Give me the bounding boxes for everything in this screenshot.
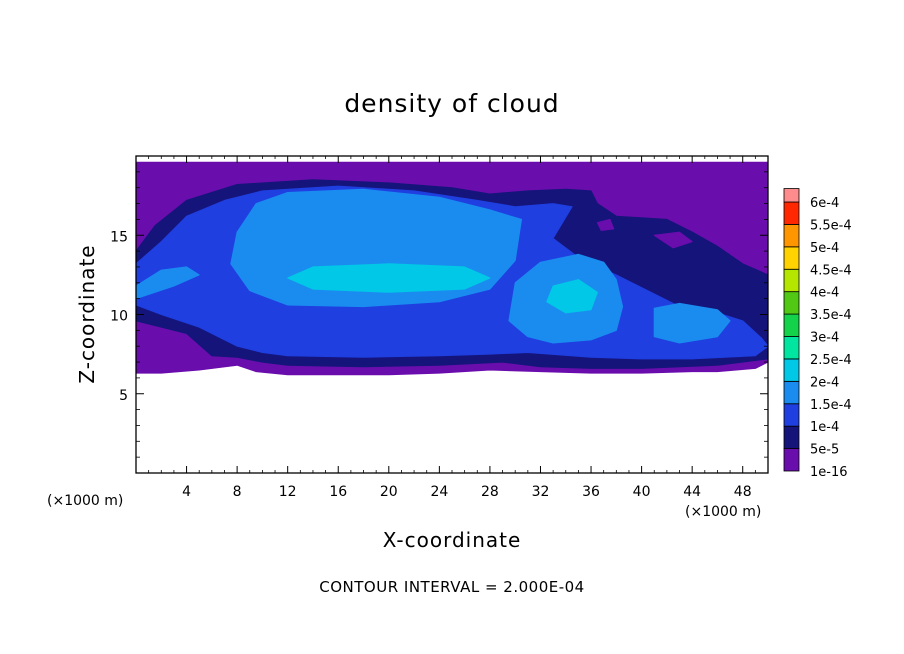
density-field bbox=[136, 161, 768, 376]
colorbar-label: 1.5e-4 bbox=[810, 398, 852, 413]
x-tick-label: 36 bbox=[582, 484, 600, 500]
colorbar-label: 1e-4 bbox=[810, 420, 839, 435]
x-tick-label: 28 bbox=[481, 484, 499, 500]
y-axis-label: Z-coordinate bbox=[75, 244, 99, 383]
colorbar-swatch bbox=[783, 336, 800, 360]
x-axis-label: X-coordinate bbox=[383, 528, 522, 552]
density-region-10 bbox=[596, 218, 615, 231]
colorbar: 1e-16 5e-5 1e-4 1.5e-4 2e-4 2.5e-4 3e-4 3.5e-4 4… bbox=[783, 188, 852, 480]
colorbar-label: 3e-4 bbox=[810, 331, 839, 346]
chart-title: density of cloud bbox=[344, 89, 559, 118]
x-tick-label: 24 bbox=[430, 484, 448, 500]
colorbar-label: 6e-4 bbox=[810, 196, 839, 211]
y-axis: 5 10 15 bbox=[110, 171, 768, 458]
colorbar-swatch bbox=[783, 201, 800, 225]
colorbar-swatch bbox=[783, 403, 800, 427]
colorbar-swatch bbox=[783, 448, 800, 472]
colorbar-label: 3.5e-4 bbox=[810, 308, 852, 323]
colorbar-label: 2.5e-4 bbox=[810, 353, 852, 368]
colorbar-label: 5e-4 bbox=[810, 241, 839, 256]
x-tick-label: 16 bbox=[329, 484, 347, 500]
x-tick-label: 4 bbox=[182, 484, 191, 500]
x-tick-label: 12 bbox=[279, 484, 297, 500]
y-tick-label: 5 bbox=[119, 388, 128, 404]
density-region-8 bbox=[546, 279, 598, 314]
contour-interval-note: CONTOUR INTERVAL = 2.000E-04 bbox=[319, 578, 584, 596]
density-region-6 bbox=[653, 302, 731, 344]
density-region-5 bbox=[136, 266, 200, 300]
colorbar-swatch bbox=[783, 358, 800, 382]
colorbar-swatch-top bbox=[783, 188, 800, 203]
y-tick-label: 10 bbox=[110, 309, 128, 325]
x-tick-label: 32 bbox=[532, 484, 550, 500]
colorbar-label: 2e-4 bbox=[810, 375, 839, 390]
x-tick-label: 8 bbox=[233, 484, 242, 500]
y-tick-label: 15 bbox=[110, 229, 128, 245]
x-axis: 4 8 12 16 20 24 28 32 36 40 44 48 bbox=[148, 156, 756, 500]
colorbar-swatch bbox=[783, 380, 800, 405]
x-axis-unit-left: (×1000 m) bbox=[47, 493, 123, 509]
colorbar-swatch bbox=[783, 224, 800, 248]
density-region-7 bbox=[287, 263, 491, 293]
colorbar-swatch bbox=[783, 313, 800, 337]
colorbar-label: 5e-5 bbox=[810, 443, 839, 458]
density-region-9 bbox=[653, 231, 693, 249]
x-tick-label: 48 bbox=[734, 484, 752, 500]
colorbar-label: 5.5e-4 bbox=[810, 218, 852, 233]
x-axis-unit-right: (×1000 m) bbox=[685, 504, 761, 520]
colorbar-label: 4.5e-4 bbox=[810, 263, 852, 278]
colorbar-swatch bbox=[783, 246, 800, 270]
colorbar-swatch bbox=[783, 268, 800, 293]
colorbar-label: 4e-4 bbox=[810, 286, 839, 301]
colorbar-swatch bbox=[783, 425, 800, 449]
x-tick-label: 40 bbox=[633, 484, 651, 500]
colorbar-swatch bbox=[783, 291, 800, 315]
x-tick-label: 44 bbox=[683, 484, 701, 500]
colorbar-label: 1e-16 bbox=[810, 465, 848, 480]
x-tick-label: 20 bbox=[380, 484, 398, 500]
